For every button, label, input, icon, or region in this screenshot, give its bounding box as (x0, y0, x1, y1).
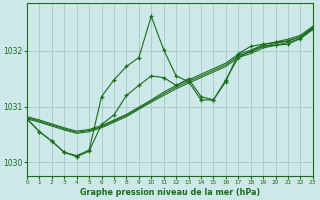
X-axis label: Graphe pression niveau de la mer (hPa): Graphe pression niveau de la mer (hPa) (80, 188, 260, 197)
